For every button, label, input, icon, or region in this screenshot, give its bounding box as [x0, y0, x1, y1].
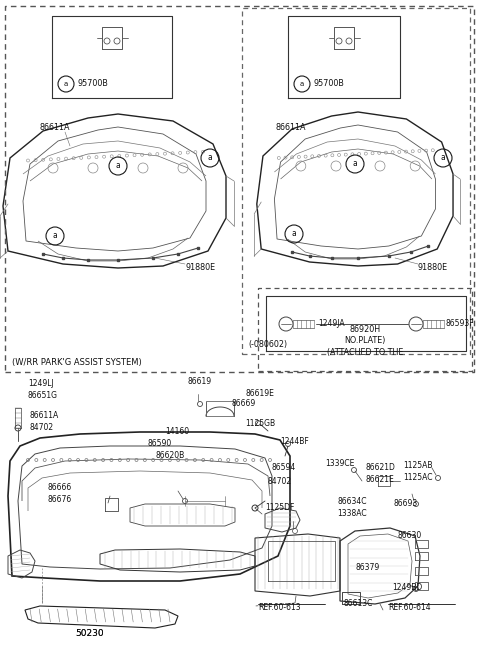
Text: 86693: 86693 [393, 499, 417, 508]
Text: 1125AC: 1125AC [403, 474, 432, 483]
Text: a: a [300, 81, 304, 87]
Text: 86594: 86594 [272, 464, 296, 472]
Text: a: a [53, 232, 58, 241]
Text: 86621E: 86621E [365, 476, 394, 485]
Text: (-080602): (-080602) [248, 340, 287, 348]
Text: 84702: 84702 [268, 476, 292, 485]
Text: 1125AB: 1125AB [403, 462, 432, 470]
Text: 95700B: 95700B [314, 79, 345, 89]
Text: 50230: 50230 [76, 630, 104, 638]
Text: 84702: 84702 [30, 424, 54, 432]
Text: 86619: 86619 [188, 377, 212, 386]
Text: 1339CE: 1339CE [325, 459, 354, 468]
Text: 86630: 86630 [397, 531, 421, 541]
Text: a: a [441, 154, 445, 163]
Text: 86666: 86666 [48, 483, 72, 493]
Text: 86651G: 86651G [28, 392, 58, 401]
Text: 86613C: 86613C [343, 600, 372, 609]
Text: a: a [116, 161, 120, 171]
Text: (ATTACHED TO THE: (ATTACHED TO THE [327, 348, 403, 358]
Text: 86620B: 86620B [155, 451, 184, 461]
Text: a: a [64, 81, 68, 87]
Text: 1249LJ: 1249LJ [28, 380, 54, 388]
Text: 91880E: 91880E [185, 264, 215, 272]
Text: 1249BD: 1249BD [392, 583, 422, 592]
Text: 1244BF: 1244BF [280, 436, 309, 445]
Text: a: a [208, 154, 212, 163]
Text: 86593F: 86593F [446, 319, 475, 329]
Text: 86669: 86669 [232, 398, 256, 407]
Text: 86611A: 86611A [40, 123, 71, 133]
Text: REF.60-614: REF.60-614 [388, 604, 431, 613]
Text: 1249JA: 1249JA [318, 319, 345, 329]
Text: 86611A: 86611A [30, 411, 59, 420]
Text: a: a [292, 230, 296, 239]
Text: 14160: 14160 [165, 426, 189, 436]
Text: a: a [353, 159, 358, 169]
Text: 86619E: 86619E [245, 388, 274, 398]
Text: 86621D: 86621D [365, 464, 395, 472]
Text: 91880E: 91880E [418, 264, 448, 272]
Text: 1125GB: 1125GB [245, 419, 275, 428]
Text: (W/RR PARK'G ASSIST SYSTEM): (W/RR PARK'G ASSIST SYSTEM) [12, 358, 142, 367]
Text: 1338AC: 1338AC [337, 508, 367, 518]
Text: 86590: 86590 [148, 438, 172, 447]
Text: 86676: 86676 [48, 495, 72, 504]
Text: 86379: 86379 [356, 564, 380, 573]
Text: 95700B: 95700B [78, 79, 109, 89]
Text: NO.PLATE): NO.PLATE) [344, 337, 386, 346]
Text: 50230: 50230 [76, 628, 104, 638]
Text: 86920H: 86920H [349, 325, 381, 333]
Text: 1125DF: 1125DF [265, 504, 294, 512]
Text: REF.60-613: REF.60-613 [258, 604, 300, 613]
Text: 86611A: 86611A [276, 123, 307, 133]
Text: 86634C: 86634C [337, 497, 367, 506]
